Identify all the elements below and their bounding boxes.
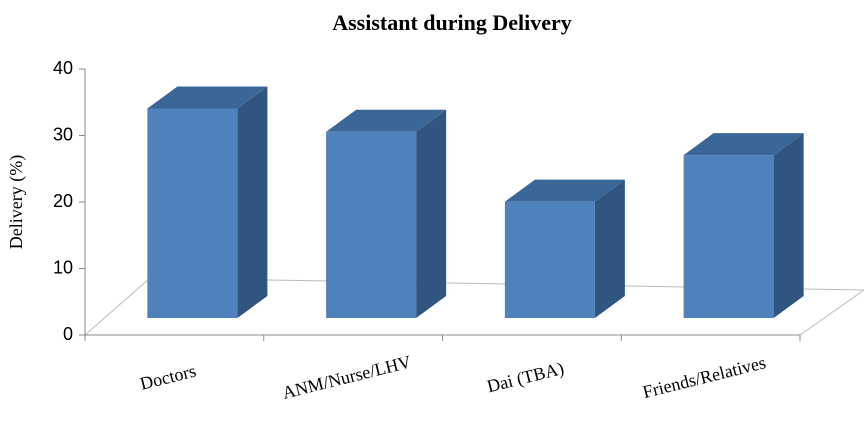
bar [326, 109, 447, 318]
bar [683, 133, 804, 318]
x-tick-label: Dai (TBA) [485, 358, 566, 397]
bar-top [504, 179, 625, 202]
bar-top [147, 86, 268, 109]
bar [147, 86, 268, 319]
x-tick-label: Doctors [138, 361, 198, 394]
y-tick-label: 10 [53, 257, 73, 277]
y-tick-label: 40 [53, 58, 73, 78]
x-tick-label: ANM/Nurse/LHV [280, 352, 413, 403]
bar [504, 179, 625, 318]
bar-side [773, 133, 804, 318]
x-tick-label: Friends/Relatives [641, 352, 768, 402]
bar-side [237, 86, 268, 319]
y-tick-label: 0 [63, 324, 73, 344]
bar-top [326, 109, 447, 132]
chart-title: Assistant during Delivery [332, 10, 572, 35]
bar-front [326, 131, 417, 318]
y-tick-label: 20 [53, 191, 73, 211]
bar-side [416, 109, 447, 318]
bar-front [504, 201, 595, 318]
bar-top [683, 133, 804, 156]
bar-front [683, 155, 774, 318]
bar-front [147, 108, 238, 319]
y-tick-label: 30 [53, 124, 73, 144]
bar-side [594, 179, 625, 318]
y-axis-label: Delivery (%) [6, 155, 27, 249]
